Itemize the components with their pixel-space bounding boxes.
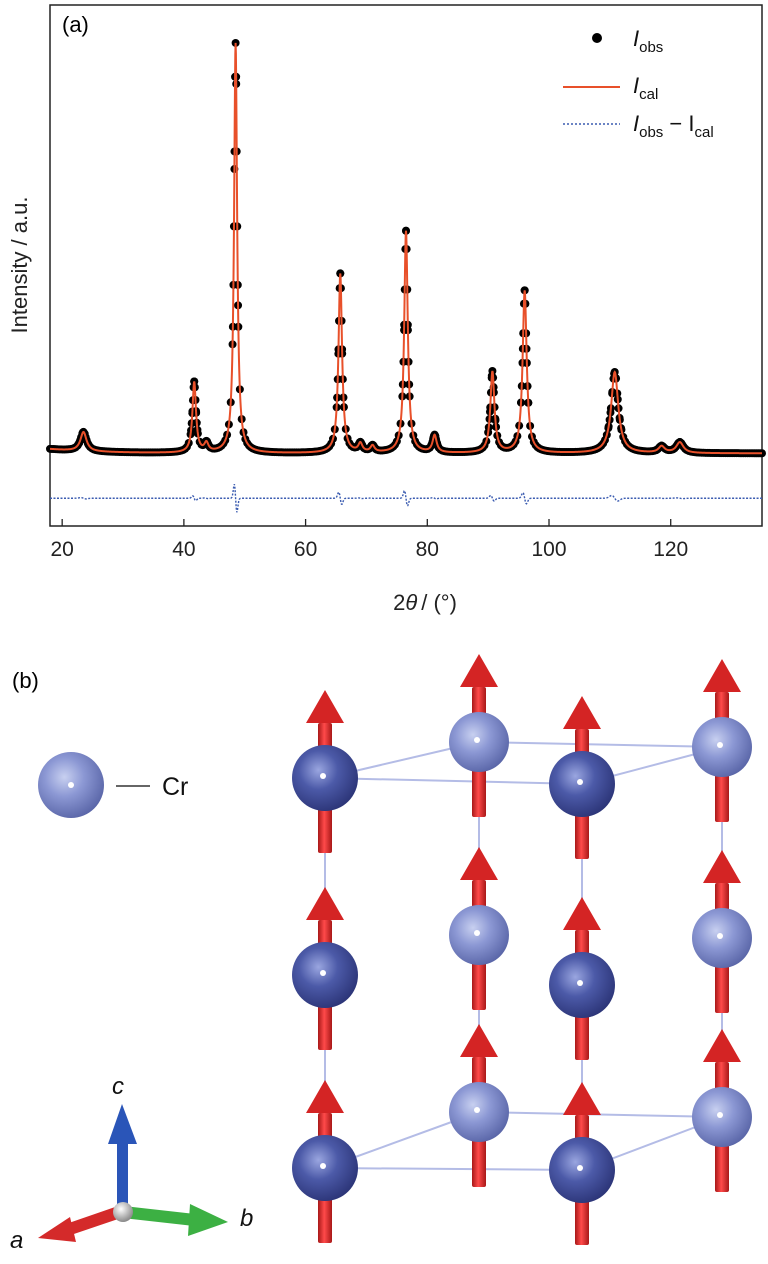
cr-atom-with-spin [692,659,752,822]
series-cal-line [49,42,762,455]
spin-arrow-head [563,696,601,729]
legend-diff-label: Iobs − Ical [633,111,714,141]
x-tick-label: 100 [531,538,566,561]
atom-highlight [474,737,480,743]
spin-arrow-head [306,1080,344,1113]
c-axis-shaft [117,1142,128,1210]
cr-atom-with-spin [449,654,509,817]
a-axis-shaft [63,1206,124,1236]
c-axis-label: c [112,1073,124,1100]
spin-arrow-head [306,690,344,723]
cr-atom-with-spin [449,847,509,1010]
cr-atom-with-spin [692,850,752,1013]
plot-frame [49,4,763,527]
axes-origin [113,1202,133,1222]
b-axis-shaft [123,1206,195,1226]
spin-arrow-head [460,847,498,880]
spin-arrow-head [460,1024,498,1057]
atom-legend: Cr [38,752,188,818]
atom-highlight [320,970,326,976]
spin-arrow-head [703,659,741,692]
x-axis-title-two: 2 [393,590,405,615]
cr-atom-with-spin [692,1029,752,1192]
legend-obs-label: Iobs [633,26,663,56]
spin-arrow-head [460,654,498,687]
atom-highlight [577,980,583,986]
bond-line [324,1167,583,1171]
bond-line [478,741,723,748]
atom-highlight [320,1163,326,1169]
cr-legend-label: Cr [162,773,188,801]
x-tick-label: 40 [172,538,195,561]
panel-b-label: (b) [12,668,39,693]
coordinate-axes: c b a [10,1073,253,1254]
legend-obs-marker [592,33,602,43]
crystal-structure-diagram: (b) Cr c b a [10,654,752,1254]
spin-arrow-head [703,850,741,883]
legend-cal-label: Ical [633,73,658,103]
spin-arrow-head [563,1082,601,1115]
atom-highlight [717,933,723,939]
x-tick-label: 120 [653,538,688,561]
spin-arrow-head [563,897,601,930]
b-axis-arrow [188,1204,228,1236]
a-axis-arrow [38,1217,76,1242]
bond-lines [324,741,723,1171]
atom-highlight [474,1107,480,1113]
x-axis-ticks: 20 40 60 80 100 120 [50,519,688,561]
atom-highlight [577,1165,583,1171]
xrd-pattern-chart: (a) 20 40 60 80 100 120 Intensity / a.u. 2θ / … [7,4,766,615]
spin-arrow-head [703,1029,741,1062]
x-tick-label: 20 [50,538,73,561]
plot-area [46,38,766,513]
spin-arrow-head [306,887,344,920]
cr-atom-with-spin [292,1080,358,1243]
atom-highlight [474,930,480,936]
bond-line [324,777,583,785]
cr-atom-with-spin [549,696,615,859]
cr-lattice [292,654,752,1245]
atom-highlight [717,1112,723,1118]
cr-atom-with-spin [292,887,358,1050]
cr-atom-with-spin [549,1082,615,1245]
atom-highlight [320,773,326,779]
atom-highlight [577,779,583,785]
y-axis-title: Intensity / a.u. [7,197,32,334]
x-tick-label: 60 [294,538,317,561]
cr-atom-with-spin [292,690,358,853]
c-axis-arrow [108,1104,137,1144]
atom-highlight [717,742,723,748]
cr-atom-with-spin [449,1024,509,1187]
series-diff-line [50,484,762,513]
legend: Iobs Ical Iobs − Ical [563,26,714,141]
x-axis-title-theta: θ [405,590,417,615]
a-axis-label: a [10,1227,23,1254]
panel-a-label: (a) [62,12,89,37]
x-axis-title: 2θ / (°) [393,590,457,615]
x-tick-label: 80 [416,538,439,561]
cr-atom-with-spin [549,897,615,1060]
b-axis-label: b [240,1205,253,1232]
x-axis-title-rest: / (°) [421,590,457,615]
